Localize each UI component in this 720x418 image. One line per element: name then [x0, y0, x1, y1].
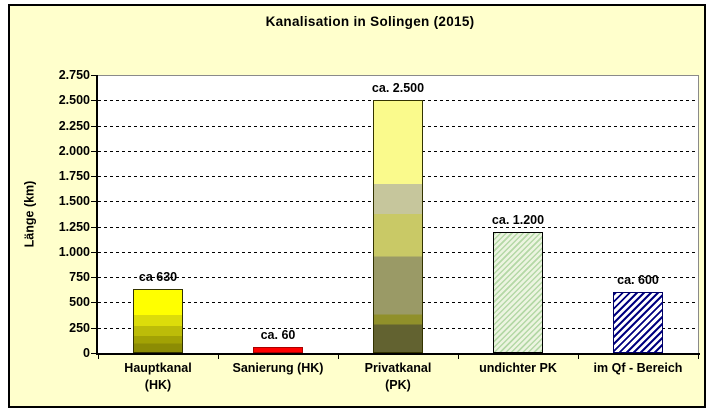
category-label-hauptkanal-hk: Hauptkanal (HK) — [98, 360, 218, 394]
y-tick-label-1.750: 1.750 — [58, 169, 90, 183]
value-label-sanierung-hk: ca. 60 — [260, 328, 296, 342]
category-label-line: Sanierung (HK) — [232, 361, 324, 375]
y-tick-label-1.500: 1.500 — [58, 194, 90, 208]
y-tick-mark-2.250 — [91, 126, 96, 127]
x-tick-mark-2 — [338, 353, 339, 359]
y-tick-label-1.250: 1.250 — [58, 220, 90, 234]
y-tick-label-2.750: 2.750 — [58, 68, 90, 82]
category-label-line: Privatkanal — [364, 361, 432, 375]
y-tick-mark-1.000 — [91, 252, 96, 253]
y-tick-label-500: 500 — [69, 295, 90, 309]
category-label-undichter-pk: undichter PK — [458, 360, 578, 377]
y-tick-mark-750 — [91, 277, 96, 278]
x-tick-mark-4 — [578, 353, 579, 359]
value-label-privatkanal-pk: ca. 2.500 — [371, 81, 425, 95]
y-tick-mark-250 — [91, 328, 96, 329]
x-tick-mark-1 — [218, 353, 219, 359]
value-label-im-qf-bereich: ca. 600 — [617, 273, 659, 287]
y-tick-label-2.500: 2.500 — [58, 93, 90, 107]
x-tick-mark-5 — [698, 353, 699, 359]
category-label-sanierung-hk: Sanierung (HK) — [218, 360, 338, 377]
y-tick-label-750: 750 — [69, 270, 90, 284]
x-tick-mark-3 — [458, 353, 459, 359]
chart-title: Kanalisation in Solingen (2015) — [265, 14, 475, 29]
y-tick-label-250: 250 — [69, 321, 90, 335]
y-tick-mark-500 — [91, 302, 96, 303]
y-axis-title: Länge (km) — [18, 75, 40, 353]
bar-hauptkanal-hk — [133, 289, 183, 353]
value-label-hauptkanal-hk: ca 630 — [138, 270, 178, 284]
y-axis-title-text: Länge (km) — [22, 180, 36, 248]
y-tick-label-1.000: 1.000 — [58, 245, 90, 259]
category-label-line: (PK) — [385, 378, 411, 392]
category-label-line: (HK) — [144, 378, 172, 392]
category-label-line: im Qf - Bereich — [593, 361, 683, 375]
x-axis-line — [96, 353, 700, 355]
y-tick-label-0: 0 — [83, 346, 90, 360]
y-tick-mark-2.000 — [91, 151, 96, 152]
y-tick-mark-1.750 — [91, 176, 96, 177]
value-label-undichter-pk: ca. 1.200 — [491, 213, 545, 227]
category-label-im-qf-bereich: im Qf - Bereich — [578, 360, 698, 377]
y-tick-mark-0 — [91, 353, 96, 354]
y-tick-mark-2.500 — [91, 100, 96, 101]
bar-privatkanal-pk — [373, 100, 423, 353]
y-tick-mark-1.500 — [91, 201, 96, 202]
y-tick-label-2.250: 2.250 — [58, 119, 90, 133]
category-label-line: Hauptkanal — [124, 361, 192, 375]
x-tick-mark-0 — [98, 353, 99, 359]
bar-im-qf-bereich — [613, 292, 663, 353]
bar-sanierung-hk — [253, 347, 303, 353]
y-axis-line — [96, 75, 98, 354]
y-tick-mark-1.250 — [91, 227, 96, 228]
bar-undichter-pk — [493, 232, 543, 353]
category-label-privatkanal-pk: Privatkanal (PK) — [338, 360, 458, 394]
y-tick-mark-2.750 — [91, 75, 96, 76]
category-label-line: undichter PK — [479, 361, 557, 375]
y-tick-label-2.000: 2.000 — [58, 144, 90, 158]
